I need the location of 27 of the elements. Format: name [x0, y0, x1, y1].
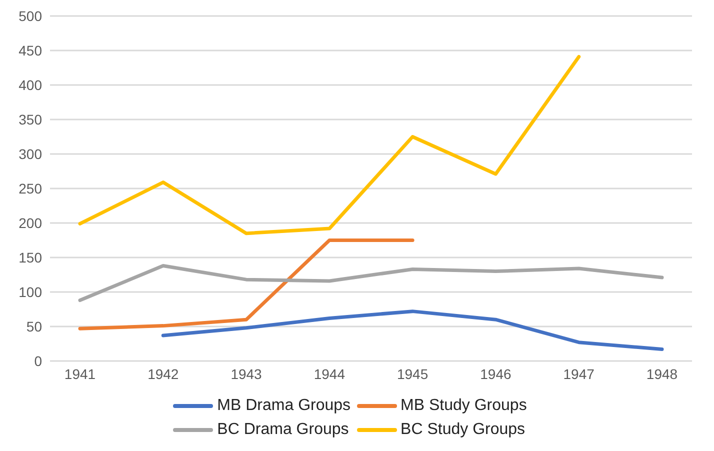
y-tick-label: 350 — [18, 111, 42, 128]
line-series — [161, 310, 664, 352]
x-tick-label: 1947 — [563, 366, 595, 382]
legend-label: BC Study Groups — [400, 421, 526, 439]
line-series — [78, 238, 414, 330]
y-tick-label: 300 — [18, 146, 42, 162]
y-tick-label: 400 — [18, 76, 42, 93]
legend-label: MB Study Groups — [400, 397, 527, 415]
line-series — [78, 54, 581, 236]
y-tick-label: 500 — [18, 8, 42, 24]
x-tick-label: 1945 — [396, 366, 428, 382]
x-tick-label: 1946 — [480, 366, 512, 382]
x-tick-label: 1942 — [148, 366, 179, 382]
line-series — [78, 264, 664, 302]
x-tick-label: 1943 — [230, 366, 262, 382]
y-tick-label: 250 — [18, 180, 42, 196]
x-tick-label: 1941 — [64, 366, 96, 382]
legend-label: BC Drama Groups — [217, 421, 349, 439]
y-tick-label: 150 — [18, 249, 42, 266]
legend-label: MB Drama Groups — [217, 397, 351, 415]
x-tick-label: 1944 — [314, 366, 346, 382]
y-tick-label: 200 — [18, 214, 42, 231]
x-tick-label: 1948 — [646, 366, 678, 382]
y-tick-label: 50 — [26, 318, 42, 334]
y-tick-label: 0 — [34, 352, 42, 369]
y-tick-label: 450 — [18, 42, 42, 58]
y-tick-label: 100 — [18, 284, 42, 300]
